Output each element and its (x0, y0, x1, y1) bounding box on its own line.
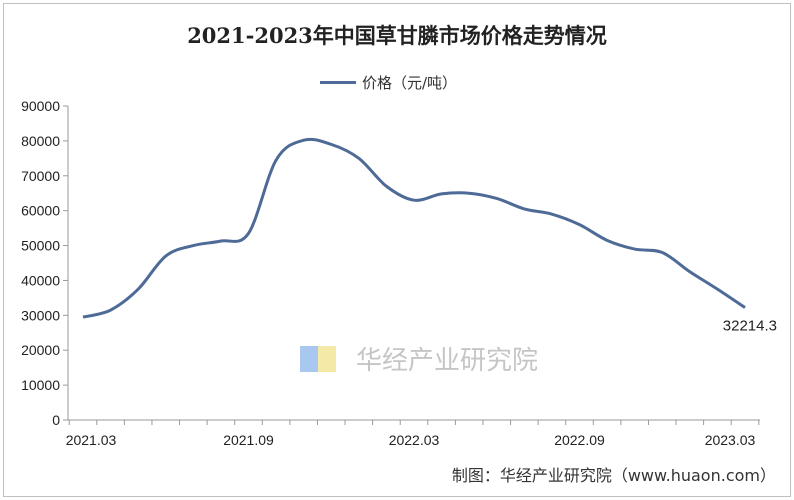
series-line (82, 137, 746, 319)
x-tick-label: 2021.09 (223, 432, 274, 448)
chart-frame (3, 3, 791, 497)
y-tick-label: 40000 (21, 272, 60, 288)
y-tick-label: 90000 (21, 98, 60, 114)
y-tick-label: 70000 (21, 168, 60, 184)
legend: 价格（元/吨） (320, 72, 457, 93)
y-tick-label: 80000 (21, 133, 60, 149)
legend-line-marker (320, 81, 356, 84)
chart-title: 2021-2023年中国草甘膦市场价格走势情况 (187, 23, 607, 48)
data-label: 32214.3 (723, 318, 777, 335)
y-tick-label: 60000 (21, 203, 60, 219)
y-tick-label: 10000 (21, 377, 60, 393)
x-tick-label: 2023.03 (705, 432, 756, 448)
x-tick-label: 2021.03 (66, 432, 117, 448)
source-footer: 制图：华经产业研究院（www.huaon.com） (451, 466, 776, 485)
y-tick-label: 50000 (21, 238, 60, 254)
y-tick-label: 20000 (21, 342, 60, 358)
y-tick-label: 0 (52, 412, 60, 428)
x-tick-label: 2022.03 (389, 432, 440, 448)
x-tick-label: 2022.09 (554, 432, 605, 448)
watermark-logo: 华经产业研究院 (300, 340, 538, 377)
y-tick-label: 30000 (21, 307, 60, 323)
watermark-text: 华经产业研究院 (356, 346, 539, 376)
legend-label: 价格（元/吨） (362, 74, 458, 92)
